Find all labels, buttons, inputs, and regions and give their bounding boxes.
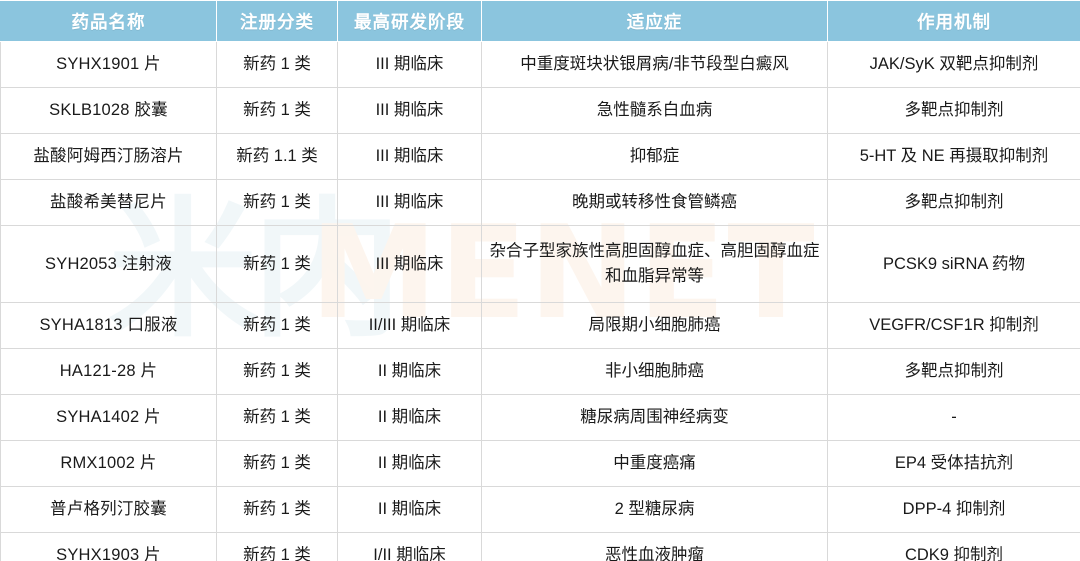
cell-highest-phase: II 期临床 — [337, 440, 482, 487]
cell-highest-phase: III 期临床 — [337, 225, 482, 303]
table-row: SKLB1028 胶囊 新药 1 类 III 期临床 急性髓系白血病 多靶点抑制剂 — [0, 87, 1080, 134]
cell-drug-name: SYHA1813 口服液 — [0, 302, 217, 349]
cell-indication: 抑郁症 — [481, 133, 828, 180]
cell-indication: 局限期小细胞肺癌 — [481, 302, 828, 349]
cell-indication: 急性髓系白血病 — [481, 87, 828, 134]
table-row: SYHX1901 片新药 1 类 III 期临床 中重度斑块状银屑病/非节段型白癜风… — [0, 41, 1080, 88]
cell-mechanism: 多靶点抑制剂 — [827, 348, 1080, 395]
cell-indication: 非小细胞肺癌 — [481, 348, 828, 395]
cell-mechanism: EP4 受体拮抗剂 — [827, 440, 1080, 487]
cell-indication: 糖尿病周围神经病变 — [481, 394, 828, 441]
column-header-registration-category: 注册分类 — [216, 0, 338, 42]
cell-mechanism: 多靶点抑制剂 — [827, 179, 1080, 226]
cell-drug-name: RMX1002 片 — [0, 440, 217, 487]
cell-highest-phase: III 期临床 — [337, 133, 482, 180]
table-row: 盐酸阿姆西汀肠溶片 新药 1.1 类 III 期临床 抑郁症 5-HT 及 NE 再摄取… — [0, 133, 1080, 180]
cell-registration-category: 新药 1 类 — [216, 179, 338, 226]
table-row: SYHA1402 片新药 1 类 II 期临床 糖尿病周围神经病变 - — [0, 394, 1080, 441]
table-header: 药品名称 注册分类 最高研发阶段 适应症 作用机制 — [0, 0, 1080, 42]
cell-indication: 杂合子型家族性高胆固醇血症、高胆固醇血症和血脂异常等 — [481, 225, 828, 303]
cell-indication: 中重度癌痛 — [481, 440, 828, 487]
cell-mechanism: VEGFR/CSF1R 抑制剂 — [827, 302, 1080, 349]
cell-mechanism: CDK9 抑制剂 — [827, 532, 1080, 561]
table-row: 盐酸希美替尼片 新药 1 类 III 期临床 晚期或转移性食管鳞癌 多靶点抑制剂 — [0, 179, 1080, 226]
cell-registration-category: 新药 1 类 — [216, 348, 338, 395]
cell-highest-phase: III 期临床 — [337, 179, 482, 226]
cell-registration-category: 新药 1 类 — [216, 87, 338, 134]
column-header-mechanism: 作用机制 — [827, 0, 1080, 42]
cell-registration-category: 新药 1 类 — [216, 41, 338, 88]
cell-registration-category: 新药 1 类 — [216, 302, 338, 349]
cell-indication: 中重度斑块状银屑病/非节段型白癜风 — [481, 41, 828, 88]
cell-registration-category: 新药 1 类 — [216, 225, 338, 303]
cell-indication: 2 型糖尿病 — [481, 486, 828, 533]
table-row: SYHX1903 片新药 1 类 I/II 期临床 恶性血液肿瘤 CDK9 抑制剂 — [0, 532, 1080, 561]
cell-highest-phase: II 期临床 — [337, 394, 482, 441]
cell-drug-name: 普卢格列汀胶囊 — [0, 486, 217, 533]
cell-highest-phase: II/III 期临床 — [337, 302, 482, 349]
cell-drug-name: SYHX1901 片 — [0, 41, 217, 88]
cell-registration-category: 新药 1 类 — [216, 394, 338, 441]
cell-mechanism: 5-HT 及 NE 再摄取抑制剂 — [827, 133, 1080, 180]
cell-highest-phase: III 期临床 — [337, 41, 482, 88]
cell-indication: 恶性血液肿瘤 — [481, 532, 828, 561]
table-row: RMX1002 片新药 1 类 II 期临床 中重度癌痛 EP4 受体拮抗剂 — [0, 440, 1080, 487]
cell-highest-phase: II 期临床 — [337, 348, 482, 395]
table-row: HA121-28 片新药 1 类 II 期临床 非小细胞肺癌 多靶点抑制剂 — [0, 348, 1080, 395]
cell-drug-name: HA121-28 片 — [0, 348, 217, 395]
cell-mechanism: 多靶点抑制剂 — [827, 87, 1080, 134]
cell-registration-category: 新药 1 类 — [216, 440, 338, 487]
cell-drug-name: SYHA1402 片 — [0, 394, 217, 441]
cell-drug-name: SKLB1028 胶囊 — [0, 87, 217, 134]
cell-mechanism: DPP-4 抑制剂 — [827, 486, 1080, 533]
header-row: 药品名称 注册分类 最高研发阶段 适应症 作用机制 — [0, 0, 1080, 42]
cell-mechanism: PCSK9 siRNA 药物 — [827, 225, 1080, 303]
cell-indication: 晚期或转移性食管鳞癌 — [481, 179, 828, 226]
cell-highest-phase: I/II 期临床 — [337, 532, 482, 561]
cell-drug-name: 盐酸阿姆西汀肠溶片 — [0, 133, 217, 180]
cell-mechanism: JAK/SyK 双靶点抑制剂 — [827, 41, 1080, 88]
cell-drug-name: SYH2053 注射液 — [0, 225, 217, 303]
cell-registration-category: 新药 1 类 — [216, 486, 338, 533]
column-header-drug-name: 药品名称 — [0, 0, 217, 42]
cell-highest-phase: II 期临床 — [337, 486, 482, 533]
table-row: SYHA1813 口服液 新药 1 类 II/III 期临床 局限期小细胞肺癌 VEGF… — [0, 302, 1080, 349]
column-header-indication: 适应症 — [481, 0, 828, 42]
table-row: 普卢格列汀胶囊 新药 1 类 II 期临床 2 型糖尿病 DPP-4 抑制剂 — [0, 486, 1080, 533]
cell-drug-name: 盐酸希美替尼片 — [0, 179, 217, 226]
table-row: SYH2053 注射液 新药 1 类 III 期临床 杂合子型家族性高胆固醇血症、高胆… — [0, 225, 1080, 303]
cell-drug-name: SYHX1903 片 — [0, 532, 217, 561]
cell-highest-phase: III 期临床 — [337, 87, 482, 134]
table-body: SYHX1901 片新药 1 类 III 期临床 中重度斑块状银屑病/非节段型白癜风… — [0, 41, 1080, 561]
column-header-highest-phase: 最高研发阶段 — [337, 0, 482, 42]
cell-registration-category: 新药 1 类 — [216, 532, 338, 561]
cell-mechanism: - — [827, 394, 1080, 441]
cell-registration-category: 新药 1.1 类 — [216, 133, 338, 180]
